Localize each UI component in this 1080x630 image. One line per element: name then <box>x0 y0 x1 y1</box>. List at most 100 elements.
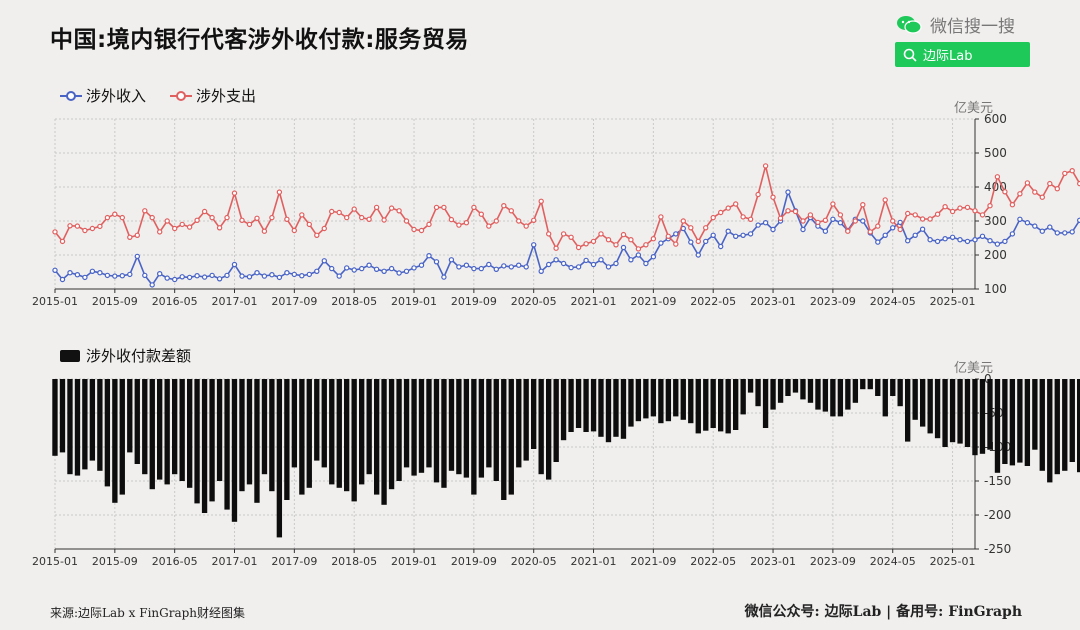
point-income <box>942 235 948 242</box>
point-expense <box>373 204 380 211</box>
balance-bar <box>52 379 58 456</box>
point-expense <box>224 214 230 221</box>
point-income <box>201 274 208 280</box>
balance-bar <box>994 379 1001 473</box>
point-income <box>441 274 447 280</box>
line-xtick-label: 2021-09 <box>630 295 676 308</box>
balance-bar <box>949 379 956 443</box>
point-expense <box>269 214 275 221</box>
point-income <box>276 274 283 281</box>
point-expense <box>688 225 694 231</box>
balance-bar <box>822 379 829 412</box>
point-income <box>194 273 200 279</box>
point-income <box>628 257 634 263</box>
wechat-search-label[interactable]: 微信搜一搜 <box>896 12 1015 37</box>
point-expense <box>733 201 739 207</box>
point-income <box>359 265 365 272</box>
search-text: 边际Lab <box>923 49 973 64</box>
point-income <box>1024 219 1031 226</box>
point-expense <box>777 215 784 221</box>
point-expense <box>523 223 529 229</box>
point-income <box>979 233 986 239</box>
point-income <box>1032 223 1038 229</box>
point-expense <box>725 205 731 211</box>
point-income <box>560 260 567 267</box>
search-icon <box>903 48 917 62</box>
balance-bar <box>216 379 223 481</box>
balance-bar <box>1017 379 1023 463</box>
point-expense <box>329 208 335 215</box>
point-income <box>59 276 66 283</box>
balance-bar <box>553 379 559 462</box>
balance-bar <box>299 379 305 495</box>
search-button[interactable]: 边际Lab <box>895 42 1030 67</box>
point-income <box>1047 224 1053 230</box>
line-xtick-label: 2017-09 <box>271 295 317 308</box>
point-income <box>688 239 694 245</box>
bar-xtick-label: 2015-01 <box>32 555 78 568</box>
balance-bar <box>194 379 200 504</box>
point-income <box>822 228 829 234</box>
point-expense <box>179 221 185 228</box>
balance-bar <box>531 379 537 449</box>
line-xtick-label: 2023-09 <box>810 295 856 308</box>
point-income <box>770 226 776 233</box>
balance-bar <box>112 379 118 503</box>
balance-bar <box>516 379 522 468</box>
point-expense <box>284 216 290 222</box>
balance-bar <box>231 379 238 522</box>
point-income <box>127 271 133 278</box>
point-income <box>216 276 223 282</box>
balance-bar <box>560 379 567 441</box>
point-expense <box>568 234 574 240</box>
balance-bar <box>306 379 312 488</box>
point-income <box>448 257 455 263</box>
balance-bar <box>837 379 844 417</box>
point-expense <box>703 225 709 231</box>
point-income <box>471 265 477 272</box>
point-income <box>590 261 597 268</box>
point-expense <box>553 245 559 251</box>
bar-xtick-label: 2021-01 <box>571 555 617 568</box>
point-expense <box>486 223 492 229</box>
point-expense <box>815 219 821 226</box>
point-expense <box>89 225 96 232</box>
balance-bar <box>740 379 746 415</box>
point-income <box>486 261 492 268</box>
point-expense <box>822 217 829 223</box>
line-xtick-label: 2021-01 <box>571 295 617 308</box>
line-xtick-label: 2025-01 <box>930 295 976 308</box>
point-income <box>366 262 372 268</box>
point-income <box>740 232 746 238</box>
point-expense <box>852 218 859 224</box>
point-expense <box>613 242 619 248</box>
line-xtick-label: 2019-09 <box>451 295 497 308</box>
balance-bar <box>336 379 342 488</box>
point-income <box>478 265 484 272</box>
bar-xtick-label: 2019-01 <box>391 555 437 568</box>
line-xtick-label: 2024-05 <box>870 295 916 308</box>
point-expense <box>546 231 552 237</box>
point-income <box>964 238 971 245</box>
point-expense <box>867 229 874 235</box>
point-income <box>725 228 731 234</box>
point-income <box>598 257 604 263</box>
balance-bar <box>972 379 978 456</box>
point-expense <box>927 216 933 222</box>
line-xtick-label: 2018-05 <box>331 295 377 308</box>
point-income <box>905 237 911 244</box>
balance-bar <box>643 379 649 419</box>
balance-bar <box>448 379 455 471</box>
line-ytick-label: 200 <box>984 248 1007 262</box>
point-income <box>890 225 896 231</box>
point-expense <box>418 227 425 234</box>
balance-bar <box>104 379 111 487</box>
point-expense <box>897 226 903 233</box>
point-income <box>755 222 761 228</box>
point-income <box>186 274 193 281</box>
point-expense <box>97 223 103 230</box>
point-income <box>934 238 941 245</box>
point-income <box>1062 230 1068 236</box>
point-expense <box>860 201 866 208</box>
